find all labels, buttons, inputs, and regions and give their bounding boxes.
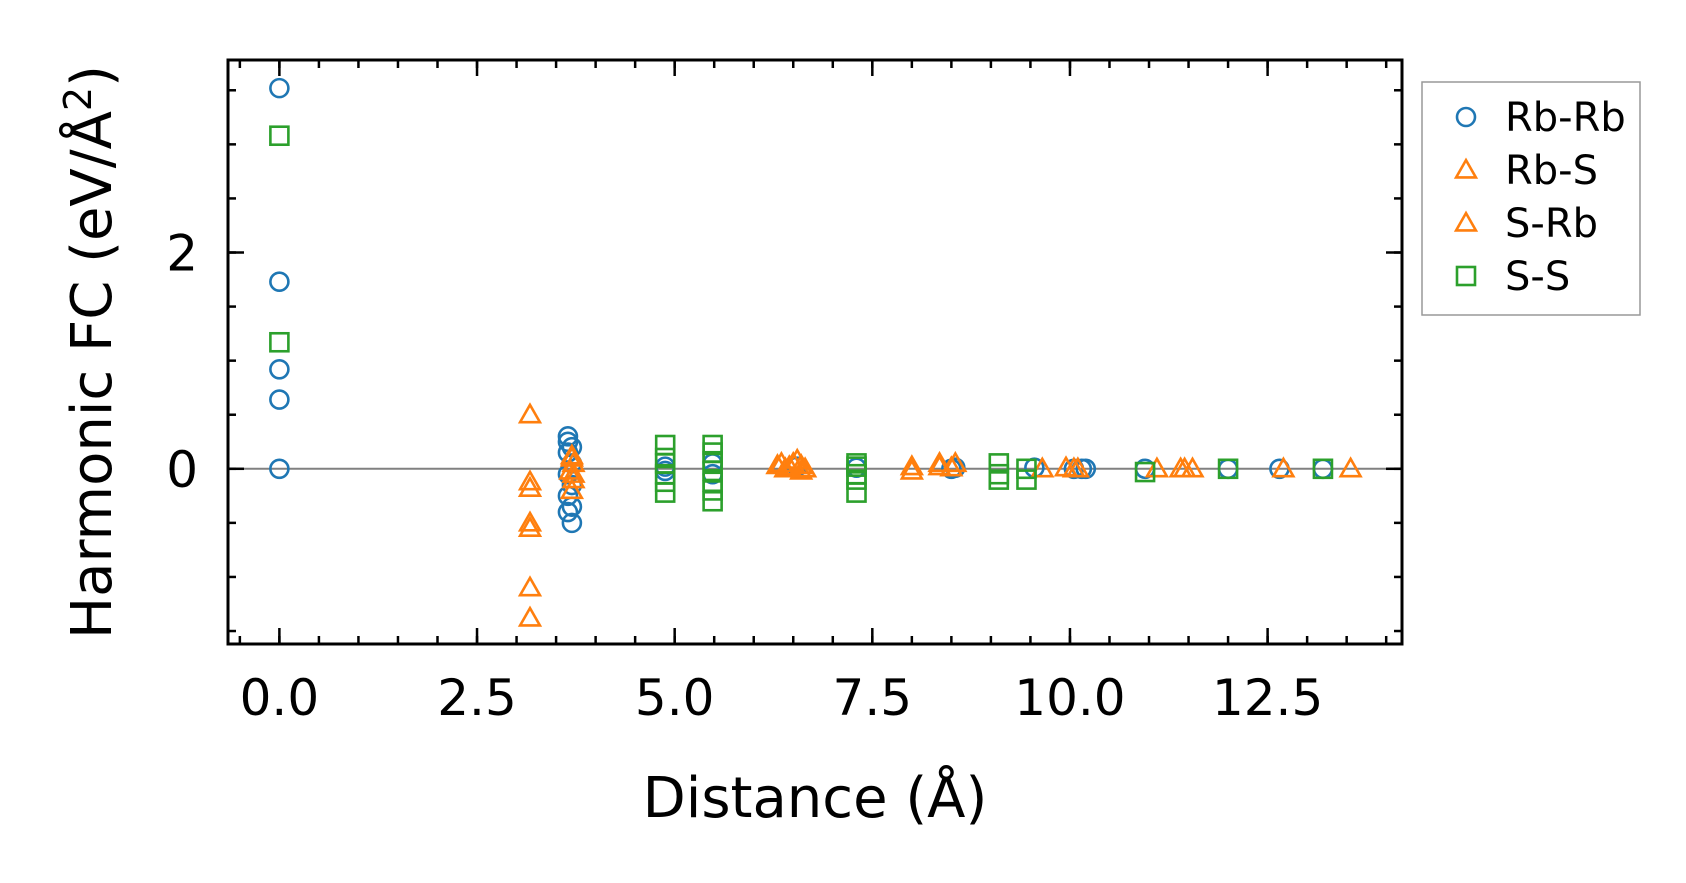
data-point — [927, 454, 952, 476]
data-point — [765, 453, 790, 475]
data-point — [1016, 469, 1037, 490]
data-point — [654, 471, 676, 493]
data-point — [988, 469, 1010, 490]
series-s-rb — [559, 445, 1197, 483]
data-point — [561, 512, 583, 534]
data-point — [1016, 458, 1037, 480]
data-point — [789, 458, 814, 480]
legend-item-s-rb: S-Rb — [1453, 201, 1598, 247]
y-tick-label: 0 — [166, 441, 198, 499]
data-point — [1061, 456, 1087, 478]
data-point — [1030, 456, 1055, 478]
data-point — [557, 426, 579, 447]
y-axis-title-main: Harmonic FC (eV/Å — [59, 111, 125, 639]
data-point — [559, 477, 585, 500]
data-point — [1075, 458, 1097, 480]
data-point — [557, 501, 579, 523]
data-point — [561, 461, 586, 483]
data-point — [1134, 461, 1156, 483]
y-axis-title-close: ) — [60, 65, 125, 87]
legend-label: Rb-S — [1505, 148, 1598, 194]
data-point — [702, 480, 723, 501]
data-point — [781, 450, 806, 473]
data-point — [789, 453, 814, 475]
y-axis-title: Harmonic FC (eV/Å2) — [56, 65, 125, 639]
legend-label: Rb-Rb — [1505, 95, 1626, 141]
x-tick-label: 12.5 — [1212, 669, 1323, 727]
data-point — [517, 475, 543, 497]
data-point — [702, 460, 723, 482]
data-point — [927, 450, 952, 473]
data-point — [517, 510, 543, 532]
x-tick-label: 10.0 — [1014, 669, 1125, 727]
data-point — [517, 605, 543, 627]
data-point — [943, 450, 968, 473]
legend-label: S-Rb — [1505, 201, 1598, 247]
data-point — [517, 515, 543, 538]
legend-item-rb-s: Rb-S — [1453, 148, 1598, 194]
data-point — [1338, 456, 1363, 478]
data-point — [654, 482, 676, 503]
data-point — [1144, 456, 1170, 478]
legend-item-rb-rb: Rb-Rb — [1455, 95, 1626, 141]
data-point — [269, 271, 290, 293]
x-tick-label: 5.0 — [635, 669, 715, 727]
legend-marker — [1453, 157, 1479, 179]
data-point — [269, 331, 290, 353]
legend-marker — [1455, 265, 1477, 287]
data-point — [846, 457, 867, 479]
series-rb-s — [517, 402, 1363, 627]
data-point — [702, 490, 723, 512]
x-axis-title: Distance (Å) — [643, 765, 988, 831]
legend-label: S-S — [1505, 254, 1570, 300]
data-point — [269, 125, 290, 147]
data-point — [846, 469, 867, 490]
data-point — [517, 469, 543, 491]
data-point — [269, 389, 290, 410]
y-axis-title-superscript: 2 — [56, 87, 100, 111]
data-point — [899, 458, 924, 480]
data-point — [654, 434, 676, 456]
x-tick-label: 7.5 — [833, 669, 913, 727]
legend-marker — [1453, 210, 1479, 232]
data-point — [269, 458, 290, 480]
data-point — [1217, 458, 1239, 480]
data-point — [899, 454, 924, 476]
data-point — [988, 453, 1010, 474]
data-point — [1172, 456, 1197, 478]
legend-item-s-s: S-S — [1455, 254, 1570, 300]
plot-frame — [226, 58, 1404, 646]
legend-marker — [1455, 106, 1477, 128]
data-point — [561, 467, 586, 489]
data-point — [1312, 458, 1334, 480]
data-point — [517, 575, 543, 597]
data-point — [269, 359, 290, 380]
legend: Rb-Rb Rb-S S-Rb S-S — [1421, 81, 1641, 316]
data-point — [846, 482, 867, 503]
y-tick-label: 2 — [166, 225, 198, 283]
x-tick-label: 0.0 — [240, 669, 320, 727]
series-s-s — [269, 125, 1334, 512]
x-tick-label: 2.5 — [437, 669, 517, 727]
data-point — [269, 77, 290, 99]
data-point — [1271, 456, 1296, 478]
data-point — [517, 402, 543, 424]
